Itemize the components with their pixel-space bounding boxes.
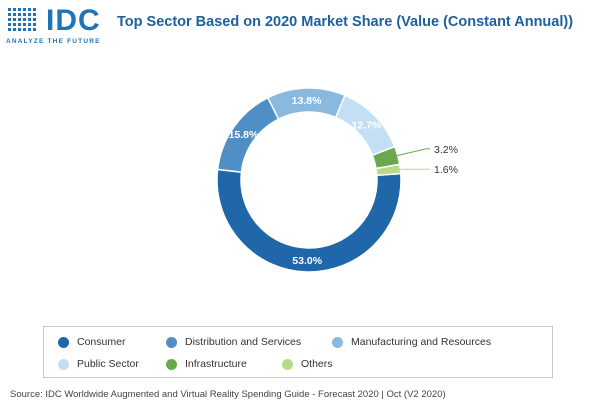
idc-logo: IDC ANALYZE THE FUTURE xyxy=(6,4,106,46)
legend-label-distribution: Distribution and Services xyxy=(185,336,302,348)
legend-item-manufacturing: Manufacturing and Resources xyxy=(332,336,491,348)
legend-item-infrastructure: Infrastructure xyxy=(166,358,247,370)
chart-legend: Consumer Distribution and Services Manufac… xyxy=(43,326,553,378)
legend-marker-infrastructure xyxy=(166,358,177,370)
data-label-others: 1.6% xyxy=(434,164,458,176)
chart-title: Top Sector Based on 2020 Market Share (V… xyxy=(117,14,574,30)
donut-chart: 53.0% 15.8% 13.8% 12.7% 3.2% 1.6% xyxy=(216,87,458,273)
legend-item-consumer: Consumer xyxy=(58,336,125,348)
legend-marker-others xyxy=(282,358,293,370)
data-label-consumer: 53.0% xyxy=(292,255,322,267)
legend-marker-distribution xyxy=(166,336,177,348)
legend-marker-consumer xyxy=(58,336,69,348)
data-label-infrastructure: 3.2% xyxy=(434,144,458,156)
legend-label-infrastructure: Infrastructure xyxy=(185,358,247,370)
legend-label-others: Others xyxy=(301,358,333,370)
source-note: Source: IDC Worldwide Augmented and Virt… xyxy=(10,389,446,400)
idc-logo-mark-icon xyxy=(8,8,36,31)
idc-logo-word: IDC xyxy=(46,4,101,37)
legend-label-manufacturing: Manufacturing and Resources xyxy=(351,336,492,348)
data-label-public-sector: 12.7% xyxy=(352,119,382,131)
idc-logo-tagline: ANALYZE THE FUTURE xyxy=(6,38,101,45)
legend-item-public-sector: Public Sector xyxy=(58,358,139,370)
legend-label-consumer: Consumer xyxy=(77,336,126,348)
data-label-manufacturing: 13.8% xyxy=(292,95,322,107)
leader-line-infrastructure xyxy=(395,148,430,157)
legend-item-others: Others xyxy=(282,358,333,370)
legend-item-distribution: Distribution and Services xyxy=(166,336,301,348)
slice-others xyxy=(375,163,402,177)
legend-marker-manufacturing xyxy=(332,336,343,348)
slice-consumer xyxy=(216,168,402,273)
legend-marker-public-sector xyxy=(58,358,69,370)
legend-label-public-sector: Public Sector xyxy=(77,358,139,370)
data-label-distribution: 15.8% xyxy=(229,129,259,141)
